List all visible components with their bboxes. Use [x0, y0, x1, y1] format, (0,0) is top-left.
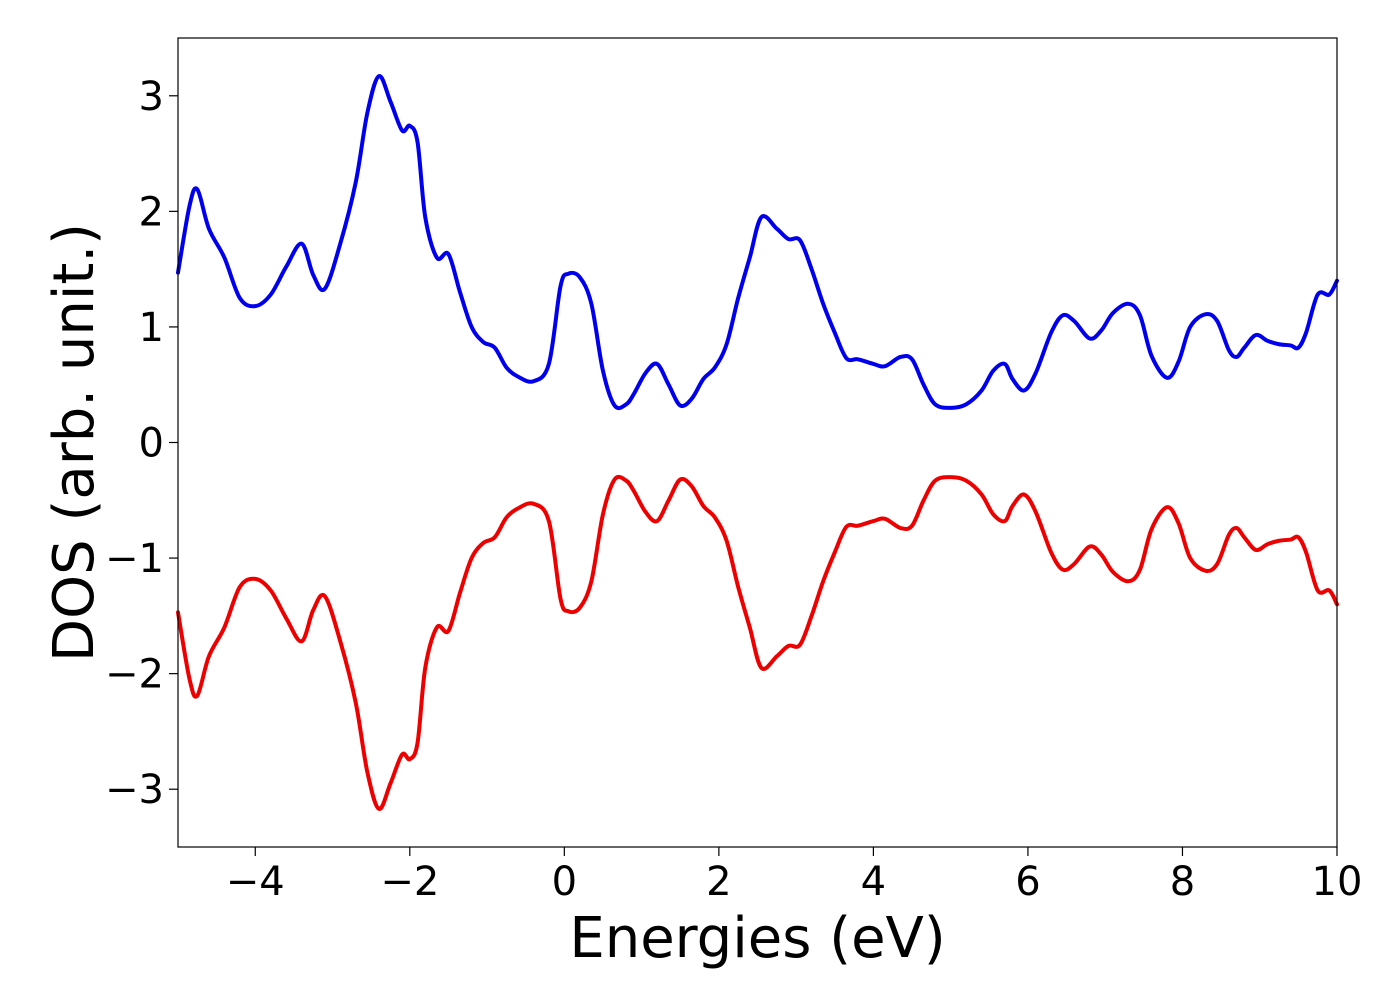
x-axis-label: Energies (eV)	[569, 906, 945, 971]
series-line-upper	[176, 74, 1339, 411]
series-layer	[176, 74, 1339, 811]
x-tick-label: 2	[706, 859, 731, 905]
y-axis-label: DOS (arb. unit.)	[42, 223, 107, 662]
y-tick-label: −2	[105, 652, 164, 698]
y-tick-label: −3	[105, 767, 164, 813]
x-tick-label: 6	[1015, 859, 1040, 905]
y-tick-label: 0	[139, 421, 164, 467]
plot-area	[178, 38, 1337, 847]
y-axis-ticks: −3 −2 −1 0 1 2 3	[105, 74, 178, 813]
series-line-lower	[176, 474, 1339, 811]
y-tick-label: 1	[139, 305, 164, 351]
x-tick-label: 0	[552, 859, 577, 905]
x-tick-label: −4	[226, 859, 285, 905]
x-axis-ticks: −4 −2 0 2 4 6 8 10	[226, 847, 1363, 905]
x-tick-label: 8	[1170, 859, 1195, 905]
x-tick-label: −2	[380, 859, 439, 905]
x-tick-label: 4	[861, 859, 886, 905]
y-tick-label: 3	[139, 74, 164, 120]
y-tick-label: −1	[105, 536, 164, 582]
x-tick-label: 10	[1312, 859, 1363, 905]
y-tick-label: 2	[139, 189, 164, 235]
